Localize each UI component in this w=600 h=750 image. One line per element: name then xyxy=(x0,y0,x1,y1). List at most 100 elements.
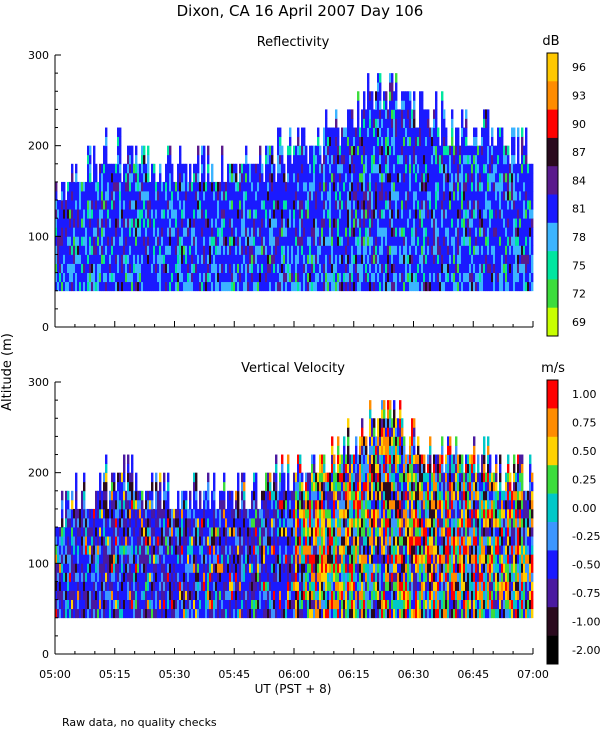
heatmap-cell xyxy=(455,218,458,228)
heatmap-cell xyxy=(289,281,292,292)
heatmap-cell xyxy=(95,281,98,292)
heatmap-cell xyxy=(183,599,186,610)
heatmap-cell xyxy=(361,254,364,264)
heatmap-cell xyxy=(455,145,458,156)
heatmap-cell xyxy=(303,154,306,165)
heatmap-cell xyxy=(389,172,392,183)
heatmap-cell xyxy=(453,163,456,174)
heatmap-cell xyxy=(469,209,472,219)
heatmap-cell xyxy=(411,263,414,273)
heatmap-cell xyxy=(317,227,320,237)
heatmap-cell xyxy=(97,545,100,555)
heatmap-cell xyxy=(431,154,434,165)
heatmap-cell xyxy=(361,272,364,283)
heatmap-cell xyxy=(495,281,498,292)
heatmap-cell xyxy=(279,263,282,273)
heatmap-cell xyxy=(507,145,510,156)
heatmap-cell xyxy=(457,127,460,137)
heatmap-cell xyxy=(61,281,64,292)
heatmap-cell xyxy=(193,599,196,610)
heatmap-cell xyxy=(121,181,124,192)
heatmap-cell xyxy=(425,154,428,165)
heatmap-cell xyxy=(429,191,432,201)
heatmap-cell xyxy=(109,236,112,246)
heatmap-cell xyxy=(253,181,256,192)
heatmap-cell xyxy=(283,172,286,183)
heatmap-cell xyxy=(299,200,302,210)
heatmap-cell xyxy=(237,272,240,283)
heatmap-cell xyxy=(257,263,260,273)
heatmap-cell xyxy=(139,254,142,264)
heatmap-cell xyxy=(367,218,370,228)
heatmap-cell xyxy=(253,200,256,210)
heatmap-cell xyxy=(149,191,152,201)
heatmap-cell xyxy=(265,181,268,192)
heatmap-cell xyxy=(69,263,72,273)
heatmap-cell xyxy=(55,554,58,564)
heatmap-cell xyxy=(245,281,248,292)
heatmap-cell xyxy=(313,154,316,165)
heatmap-cell xyxy=(295,200,298,210)
heatmap-cell xyxy=(209,227,212,237)
heatmap-cell xyxy=(367,136,370,147)
heatmap-cell xyxy=(345,172,348,183)
heatmap-cell xyxy=(461,181,464,192)
heatmap-cell xyxy=(187,181,190,192)
heatmap-cell xyxy=(151,272,154,283)
heatmap-cell xyxy=(227,254,230,264)
heatmap-cell xyxy=(147,572,150,582)
heatmap-cell xyxy=(165,281,168,292)
heatmap-cell xyxy=(63,581,66,591)
heatmap-cell xyxy=(467,200,470,210)
heatmap-cell xyxy=(463,209,466,219)
reflectivity-colorbar-unit: dB xyxy=(542,34,559,49)
heatmap-cell xyxy=(429,181,432,192)
heatmap-cell xyxy=(435,200,438,210)
heatmap-cell xyxy=(171,218,174,228)
heatmap-cell xyxy=(459,209,462,219)
heatmap-cell xyxy=(173,281,176,292)
heatmap-cell xyxy=(89,272,92,283)
heatmap-cell xyxy=(527,245,530,255)
heatmap-cell xyxy=(143,581,146,591)
heatmap-cell xyxy=(489,245,492,255)
heatmap-cell xyxy=(179,527,182,537)
heatmap-cell xyxy=(179,200,182,210)
heatmap-cell xyxy=(217,200,220,210)
heatmap-cell xyxy=(193,281,196,292)
heatmap-cell xyxy=(195,563,198,573)
heatmap-cell xyxy=(325,236,328,246)
heatmap-cell xyxy=(213,181,216,192)
heatmap-cell xyxy=(79,254,82,264)
heatmap-cell xyxy=(165,527,168,537)
heatmap-cell xyxy=(509,218,512,228)
heatmap-cell xyxy=(65,554,68,564)
heatmap-cell xyxy=(245,200,248,210)
heatmap-cell xyxy=(85,554,88,564)
heatmap-cell xyxy=(357,227,360,237)
heatmap-cell xyxy=(119,181,122,192)
heatmap-cell xyxy=(327,236,330,246)
heatmap-cell xyxy=(211,263,214,273)
heatmap-cell xyxy=(309,181,312,192)
heatmap-cell xyxy=(523,281,526,292)
heatmap-cell xyxy=(363,100,366,110)
heatmap-cell xyxy=(525,181,528,192)
heatmap-cell xyxy=(485,263,488,273)
heatmap-cell xyxy=(261,200,264,210)
heatmap-cell xyxy=(83,181,86,192)
heatmap-cell xyxy=(87,554,90,564)
heatmap-cell xyxy=(203,163,206,174)
heatmap-cell xyxy=(413,154,416,165)
heatmap-cell xyxy=(105,191,108,201)
heatmap-cell xyxy=(183,254,186,264)
heatmap-cell xyxy=(335,109,338,119)
heatmap-cell xyxy=(101,245,104,255)
heatmap-cell xyxy=(449,218,452,228)
heatmap-cell xyxy=(375,227,378,237)
heatmap-cell xyxy=(135,227,138,237)
heatmap-cell xyxy=(117,563,120,573)
heatmap-cell xyxy=(163,227,166,237)
heatmap-cell xyxy=(115,254,118,264)
heatmap-cell xyxy=(67,608,70,619)
